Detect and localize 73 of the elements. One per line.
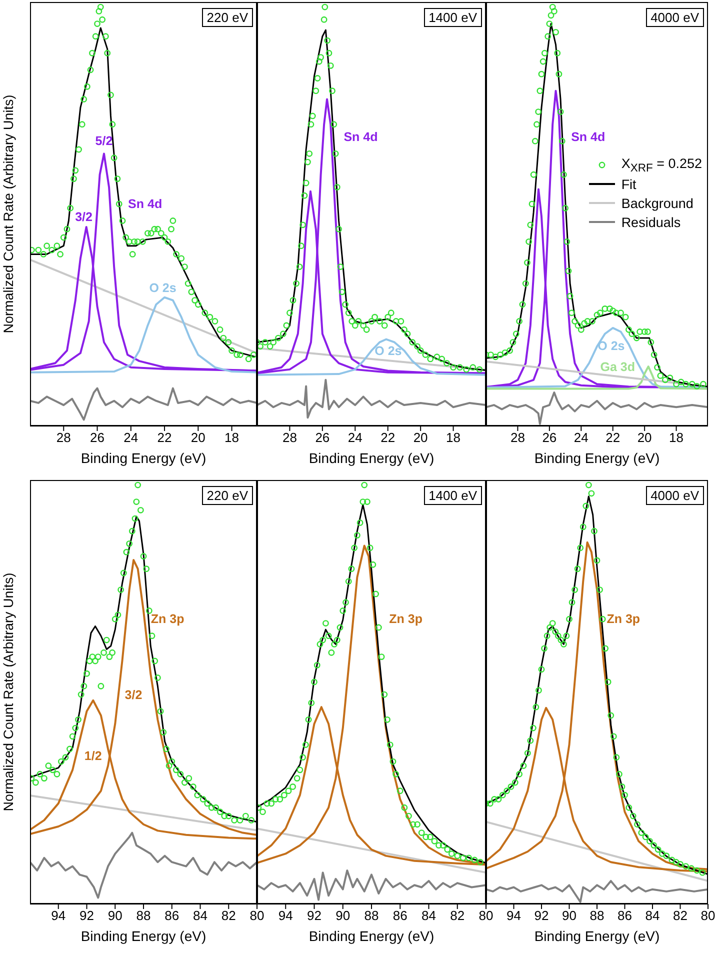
y-axis-title: Normalized Count Rate (Arbitrary Units) [0, 572, 16, 812]
x-tick-label: 26 [542, 430, 557, 446]
x-tick-label: 90 [562, 908, 576, 924]
annotation: 1400 eV [424, 8, 482, 27]
annotation: O 2s [149, 280, 176, 295]
x-tick-label: 92 [534, 908, 549, 924]
annotation: Ga 3d [600, 360, 636, 374]
annotation: 3/2 [75, 210, 92, 224]
annotation: Zn 3p [606, 612, 640, 626]
x-tick-label: 88 [136, 908, 151, 924]
annotation: 1/2 [84, 749, 102, 764]
x-tick-label: 94 [278, 908, 293, 924]
x-axis-title: Binding Energy (eV) [308, 928, 436, 944]
x-axis-title: Binding Energy (eV) [308, 450, 436, 466]
x-tick-label: 86 [392, 908, 408, 924]
x-tick-label: 20 [413, 430, 428, 446]
x-tick-label: 18 [669, 430, 684, 446]
x-tick-label: 90 [108, 908, 122, 924]
x-tick-label: 28 [282, 430, 297, 446]
annotation: Sn 4d [344, 130, 378, 144]
annotation: 4000 eV [646, 8, 704, 27]
x-tick-label: 86 [164, 908, 180, 924]
annotation: 220 eV [202, 486, 253, 505]
legend-label: Residuals [621, 214, 681, 230]
annotation: 4000 eV [646, 486, 704, 505]
x-tick-label: 84 [193, 908, 208, 924]
x-tick-label: 22 [157, 430, 172, 446]
x-tick-label: 28 [510, 430, 525, 446]
x-tick-label: 22 [380, 430, 396, 446]
annotation: O 2s [374, 344, 402, 358]
x-tick-label: 92 [80, 908, 94, 924]
x-tick-label: 84 [645, 908, 660, 924]
x-tick-label: 94 [51, 908, 66, 924]
annotation: 220 eV [202, 8, 253, 27]
x-tick-label: 26 [90, 430, 104, 446]
x-tick-label: 88 [364, 908, 379, 924]
x-tick-label: 82 [673, 908, 688, 924]
y-axis-title: Normalized Count Rate (Arbitrary Units) [0, 94, 16, 334]
x-axis-title: Binding Energy (eV) [80, 928, 208, 944]
x-tick-label: 18 [224, 430, 240, 446]
x-tick-label: 28 [56, 430, 71, 446]
annotation: 5/2 [95, 134, 113, 148]
x-tick-label: 24 [348, 430, 362, 446]
x-tick-label: 80 [478, 908, 494, 924]
x-tick-label: 84 [422, 908, 436, 924]
x-tick-label: 86 [618, 908, 632, 924]
annotation: 3/2 [124, 688, 142, 702]
x-tick-label: 80 [250, 908, 264, 924]
annotation: Sn 4d [571, 130, 606, 144]
x-tick-label: 82 [221, 908, 236, 924]
x-tick-label: 80 [700, 908, 716, 924]
annotation: 1400 eV [424, 486, 482, 505]
x-axis-title: Binding Energy (eV) [80, 450, 208, 466]
annotation: Zn 3p [389, 612, 423, 626]
x-tick-label: 90 [336, 908, 350, 924]
x-tick-label: 92 [307, 908, 322, 924]
x-tick-label: 20 [190, 430, 206, 446]
x-axis-title: Binding Energy (eV) [533, 450, 661, 466]
x-tick-label: 22 [606, 430, 620, 446]
x-tick-label: 26 [315, 430, 330, 446]
x-tick-label: 82 [450, 908, 465, 924]
x-tick-label: 20 [637, 430, 652, 446]
x-tick-label: 24 [124, 430, 138, 446]
legend-label: Background [621, 196, 694, 211]
annotation: Sn 4d [128, 196, 162, 211]
legend-label: Fit [621, 176, 636, 192]
x-tick-label: 94 [506, 908, 521, 924]
x-tick-label: 88 [590, 908, 604, 924]
x-tick-label: 18 [446, 430, 461, 446]
legend-label: X$_{XRF}$ = 0.252 [621, 156, 702, 175]
x-axis-title: Binding Energy (eV) [533, 928, 661, 944]
x-tick-label: 24 [574, 430, 588, 446]
annotation: Zn 3p [150, 612, 184, 626]
